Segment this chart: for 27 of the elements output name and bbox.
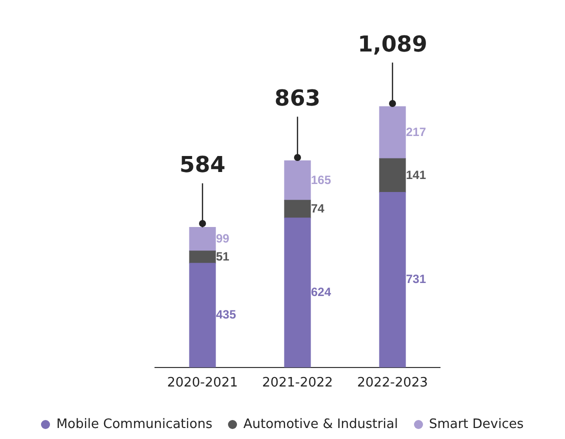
x-tick-label: 2020-2021	[167, 376, 238, 391]
legend-label: Smart Devices	[428, 416, 524, 432]
data-label: 99	[216, 231, 230, 246]
bar	[189, 250, 216, 264]
legend-label: Automotive & Industrial	[243, 416, 398, 432]
bar	[284, 160, 311, 201]
data-label: 165	[311, 172, 332, 187]
bar	[379, 192, 406, 368]
bar	[284, 218, 311, 368]
data-label: 435	[216, 308, 236, 322]
data-label: 51	[216, 249, 230, 264]
data-label: 74	[311, 201, 325, 216]
legend-label: Mobile Communications	[56, 416, 212, 432]
x-tick-label: 2021-2022	[262, 376, 333, 391]
bar	[189, 262, 216, 368]
bar	[189, 226, 216, 252]
x-tick-label: 2022-2023	[357, 376, 428, 391]
data-label: 624	[311, 284, 332, 299]
bar	[284, 200, 311, 218]
data-label: 141	[406, 168, 426, 182]
total-label: 584	[180, 153, 226, 178]
data-label: 731	[406, 272, 426, 286]
bar	[379, 106, 406, 159]
total-label: 1,089	[358, 32, 428, 58]
total-label: 863	[274, 86, 320, 112]
bar	[379, 158, 406, 193]
data-label: 217	[406, 124, 426, 139]
